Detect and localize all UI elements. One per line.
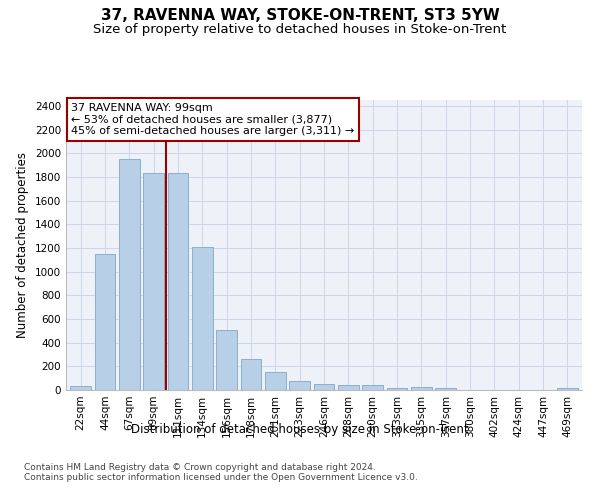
Bar	[241, 358, 262, 390]
Y-axis label: Number of detached properties: Number of detached properties	[16, 152, 29, 338]
Text: Contains HM Land Registry data © Crown copyright and database right 2024.: Contains HM Land Registry data © Crown c…	[24, 462, 376, 471]
Bar	[411, 388, 432, 390]
Bar	[216, 330, 237, 390]
Text: Size of property relative to detached houses in Stoke-on-Trent: Size of property relative to detached ho…	[94, 22, 506, 36]
Bar	[338, 384, 359, 390]
Bar	[70, 386, 91, 390]
Text: 37, RAVENNA WAY, STOKE-ON-TRENT, ST3 5YW: 37, RAVENNA WAY, STOKE-ON-TRENT, ST3 5YW	[101, 8, 499, 22]
Text: Distribution of detached houses by size in Stoke-on-Trent: Distribution of detached houses by size …	[131, 422, 469, 436]
Bar	[167, 174, 188, 390]
Bar	[119, 159, 140, 390]
Bar	[192, 247, 212, 390]
Bar	[362, 386, 383, 390]
Bar	[289, 380, 310, 390]
Bar	[436, 388, 456, 390]
Bar	[386, 388, 407, 390]
Bar	[557, 388, 578, 390]
Text: Contains public sector information licensed under the Open Government Licence v3: Contains public sector information licen…	[24, 472, 418, 482]
Bar	[143, 174, 164, 390]
Text: 37 RAVENNA WAY: 99sqm
← 53% of detached houses are smaller (3,877)
45% of semi-d: 37 RAVENNA WAY: 99sqm ← 53% of detached …	[71, 103, 355, 136]
Bar	[265, 372, 286, 390]
Bar	[314, 384, 334, 390]
Bar	[95, 254, 115, 390]
